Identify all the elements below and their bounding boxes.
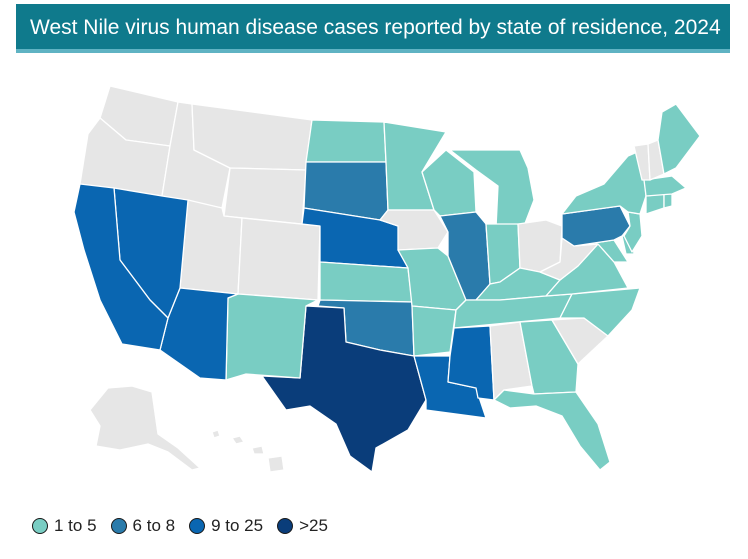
- state-WY[interactable]: [223, 167, 307, 225]
- state-FL[interactable]: [493, 389, 611, 471]
- state-HI[interactable]: [211, 429, 285, 473]
- state-ME[interactable]: [657, 103, 701, 175]
- state-MA[interactable]: [643, 175, 687, 197]
- legend-label: 9 to 25: [211, 516, 264, 535]
- legend-item-over-25: >25: [277, 516, 328, 536]
- legend-item-9-to-25: 9 to 25: [189, 516, 263, 536]
- legend-swatch: [277, 518, 294, 534]
- us-states-map: [73, 85, 701, 473]
- legend-item-6-to-8: 6 to 8: [110, 516, 176, 536]
- state-AK[interactable]: [89, 385, 201, 471]
- state-ND[interactable]: [305, 119, 387, 163]
- state-PA[interactable]: [561, 205, 631, 247]
- map-title: West Nile virus human disease cases repo…: [30, 16, 721, 39]
- state-KS[interactable]: [319, 261, 413, 303]
- state-CA[interactable]: [73, 183, 169, 351]
- state-NY[interactable]: [561, 149, 647, 215]
- state-CT[interactable]: [645, 193, 665, 215]
- legend-item-1-to-5: 1 to 5: [32, 516, 97, 536]
- legend: 1 to 5 6 to 8 9 to 25 >25: [32, 514, 342, 538]
- legend-swatch: [32, 518, 48, 534]
- legend-swatch: [110, 518, 127, 534]
- state-CO[interactable]: [237, 217, 321, 301]
- legend-label: 1 to 5: [54, 516, 97, 535]
- legend-swatch: [189, 518, 206, 534]
- state-AR[interactable]: [411, 305, 457, 357]
- legend-label: 6 to 8: [132, 516, 176, 535]
- state-AL[interactable]: [489, 321, 533, 401]
- state-RI[interactable]: [663, 193, 673, 209]
- title-banner: West Nile virus human disease cases repo…: [16, 4, 730, 53]
- legend-label: >25: [299, 516, 328, 535]
